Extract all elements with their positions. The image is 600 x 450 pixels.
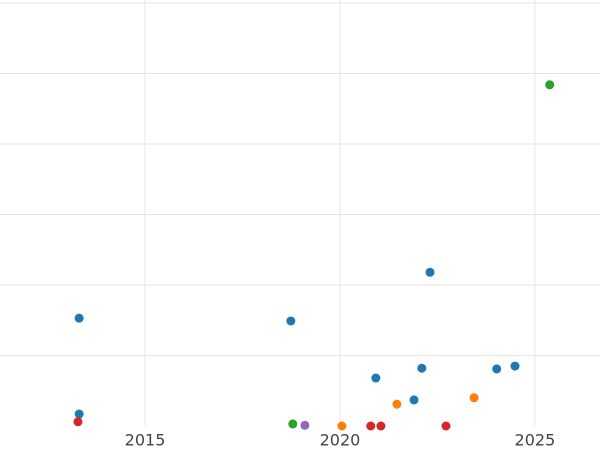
point xyxy=(409,395,419,405)
point xyxy=(74,313,84,323)
point xyxy=(300,420,310,430)
point xyxy=(492,364,502,374)
x-tick-label: 2020 xyxy=(320,431,361,450)
point xyxy=(286,316,296,326)
point xyxy=(74,409,84,419)
point xyxy=(371,373,381,383)
point xyxy=(545,80,555,90)
point xyxy=(73,417,83,427)
point xyxy=(510,361,520,371)
point xyxy=(469,393,479,403)
x-tick-label: 2025 xyxy=(515,431,556,450)
point xyxy=(337,421,347,431)
point xyxy=(417,363,427,373)
point xyxy=(441,421,451,431)
point xyxy=(425,267,435,277)
point xyxy=(392,399,402,409)
point xyxy=(288,419,298,429)
point xyxy=(366,421,376,431)
point xyxy=(376,421,386,431)
x-tick-label: 2015 xyxy=(125,431,166,450)
